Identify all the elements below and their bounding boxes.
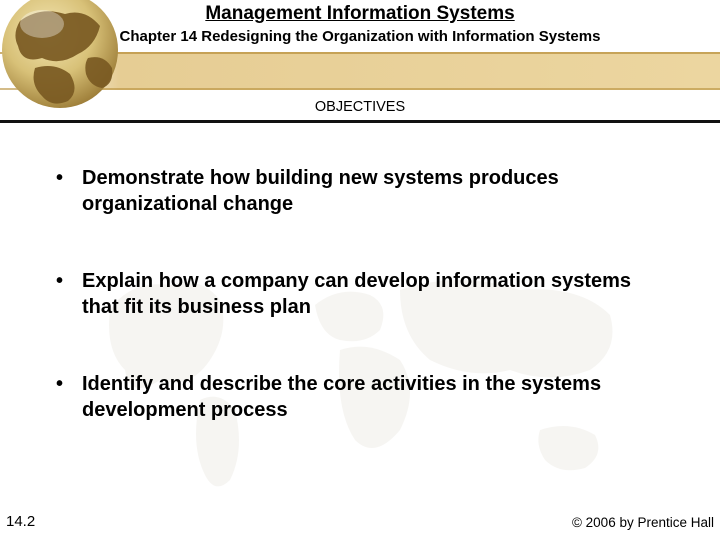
section-label: OBJECTIVES [0, 99, 720, 115]
bullet-marker: • [56, 166, 82, 217]
content-area: • Demonstrate how building new systems p… [0, 124, 720, 424]
bullet-marker: • [56, 269, 82, 320]
bullet-item: • Demonstrate how building new systems p… [56, 166, 672, 217]
bullet-marker: • [56, 372, 82, 423]
bullet-text: Identify and describe the core activitie… [82, 372, 672, 423]
slide-header: Management Information Systems Chapter 1… [0, 0, 720, 124]
bullet-text: Explain how a company can develop inform… [82, 269, 672, 320]
chapter-title: Chapter 14 Redesigning the Organization … [0, 28, 720, 45]
header-underline [0, 120, 720, 123]
bullet-item: • Identify and describe the core activit… [56, 372, 672, 423]
bullet-item: • Explain how a company can develop info… [56, 269, 672, 320]
bullet-text: Demonstrate how building new systems pro… [82, 166, 672, 217]
page-number: 14.2 [6, 513, 35, 530]
copyright-text: © 2006 by Prentice Hall [572, 515, 714, 530]
course-title: Management Information Systems [0, 3, 720, 25]
